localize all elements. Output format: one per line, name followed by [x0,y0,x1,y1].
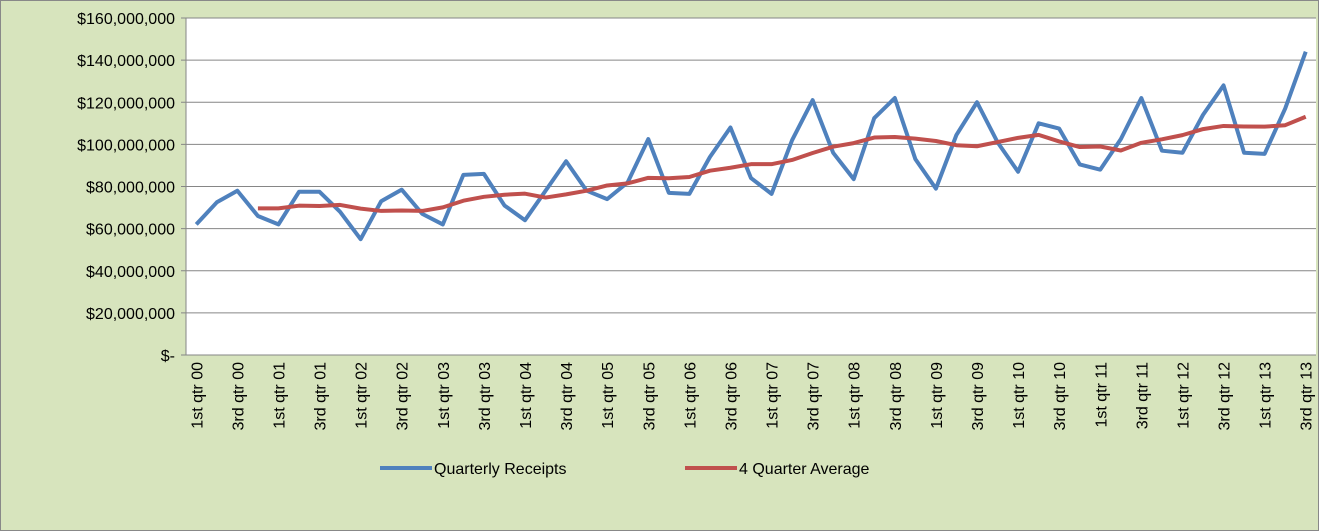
y-tick-label: $- [161,348,175,365]
y-tick-label: $140,000,000 [77,53,175,70]
y-tick-label: $20,000,000 [86,306,175,323]
x-tick-label: 1st qtr 10 [1011,362,1028,429]
x-tick-label: 1st qtr 05 [600,362,617,429]
x-tick-label: 1st qtr 12 [1175,362,1192,429]
x-tick-label: 1st qtr 02 [354,362,371,429]
x-tick-label: 3rd qtr 10 [1052,362,1069,431]
x-tick-label: 3rd qtr 07 [806,362,823,431]
y-tick-label: $80,000,000 [86,180,175,197]
x-tick-label: 1st qtr 07 [765,362,782,429]
legend-label: 4 Quarter Average [739,461,870,478]
x-tick-label: 1st qtr 01 [271,362,288,429]
x-tick-label: 1st qtr 11 [1093,362,1110,428]
legend-label: Quarterly Receipts [434,461,567,478]
x-tick-label: 1st qtr 13 [1258,362,1275,429]
x-tick-label: 1st qtr 04 [518,362,535,429]
x-tick-label: 1st qtr 09 [929,362,946,429]
y-tick-label: $100,000,000 [77,137,175,154]
x-tick-label: 3rd qtr 01 [313,362,330,431]
x-tick-label: 1st qtr 06 [682,362,699,429]
x-tick-label: 3rd qtr 03 [477,362,494,431]
x-tick-label: 3rd qtr 13 [1299,362,1316,431]
x-tick-label: 3rd qtr 04 [559,362,576,431]
x-tick-label: 3rd qtr 06 [723,362,740,431]
y-tick-label: $40,000,000 [86,264,175,281]
y-tick-label: $60,000,000 [86,222,175,239]
x-tick-label: 3rd qtr 00 [230,362,247,431]
x-tick-label: 1st qtr 08 [847,362,864,429]
x-tick-label: 3rd qtr 12 [1217,362,1234,431]
y-tick-label: $120,000,000 [77,95,175,112]
x-tick-label: 3rd qtr 11 [1134,362,1151,429]
x-tick-label: 1st qtr 00 [189,362,206,429]
x-tick-label: 3rd qtr 05 [641,362,658,431]
y-tick-label: $160,000,000 [77,11,175,28]
x-tick-label: 3rd qtr 08 [888,362,905,431]
x-tick-label: 3rd qtr 02 [395,362,412,431]
series-line [257,114,1307,213]
series-line [194,51,1308,242]
x-tick-label: 1st qtr 03 [436,362,453,429]
x-tick-label: 3rd qtr 09 [970,362,987,431]
